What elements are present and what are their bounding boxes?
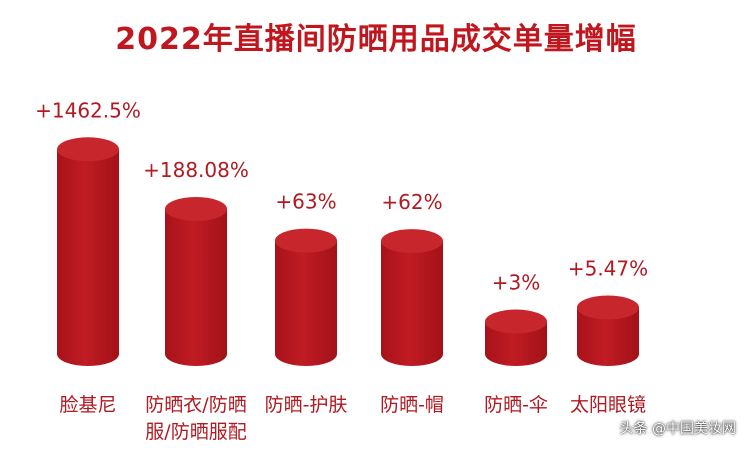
category-label: 防晒-帽	[380, 394, 444, 416]
value-label: +62%	[381, 190, 442, 214]
bar-body	[577, 307, 639, 366]
value-label: +63%	[275, 190, 336, 214]
bar-body	[485, 321, 547, 366]
watermark: 头条 @中国美妆网	[619, 421, 736, 437]
bar-top	[381, 229, 443, 254]
bar-body	[275, 240, 337, 366]
bar-3: +62% 防晒-帽	[380, 190, 444, 416]
value-label: +5.47%	[568, 257, 648, 281]
bar-top	[275, 228, 337, 253]
bar-5: +5.47% 太阳眼镜	[568, 257, 648, 416]
category-label: 服/防晒服配	[145, 421, 246, 443]
value-label: +188.08%	[143, 158, 249, 182]
bar-top	[485, 309, 547, 334]
bar-top	[577, 295, 639, 320]
category-label: 防晒-伞	[484, 394, 548, 416]
bar-4: +3% 防晒-伞	[484, 271, 548, 416]
category-label: 防晒-护肤	[265, 394, 348, 416]
bar-top	[165, 197, 227, 222]
bar-body	[381, 241, 443, 366]
bar-0: +1462.5% 脸基尼	[35, 98, 141, 416]
bar-body	[57, 149, 119, 366]
value-label: +3%	[492, 271, 541, 295]
bar-2: +63% 防晒-护肤	[265, 190, 348, 416]
bar-body	[165, 209, 227, 366]
bar-1: +188.08% 防晒衣/防晒服/防晒服配	[143, 158, 249, 443]
category-label: 防晒衣/防晒	[145, 394, 246, 416]
chart-title: 2022年直播间防晒用品成交单量增幅	[115, 22, 637, 57]
bar-top	[57, 137, 119, 162]
category-label: 太阳眼镜	[570, 394, 646, 416]
value-label: +1462.5%	[35, 98, 141, 122]
category-label: 脸基尼	[59, 394, 116, 416]
